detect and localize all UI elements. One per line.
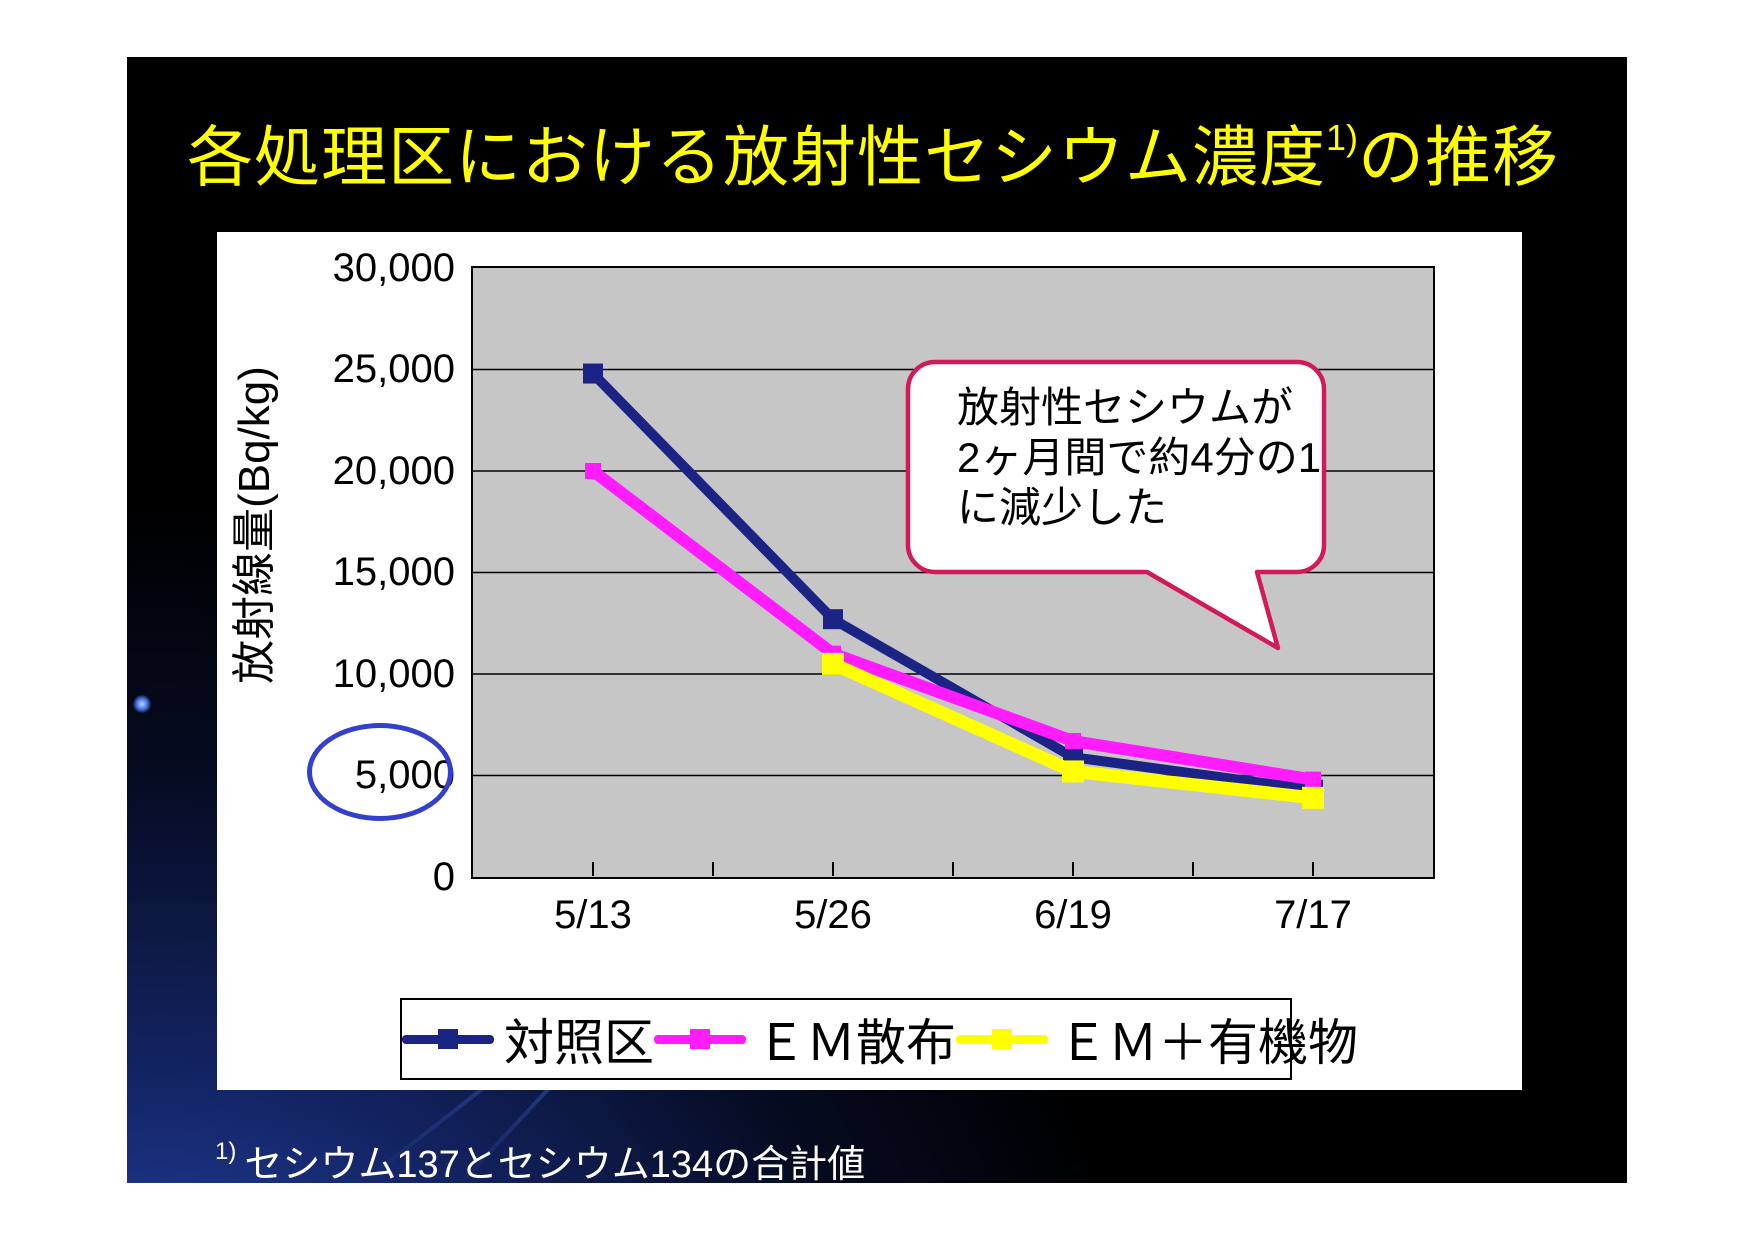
callout-text-line: 放射性セシウムが (957, 384, 1294, 431)
slide-title: 各処理区における放射性セシウム濃度1)の推移 (187, 95, 1587, 200)
x-tick-label: 6/19 (1034, 893, 1112, 937)
legend-label: ＥＭ散布 (756, 1015, 956, 1071)
decorative-blue-dot (133, 695, 151, 713)
callout-text-line: に減少した (957, 484, 1168, 531)
legend-square-marker (992, 1029, 1012, 1049)
series-marker-1 (585, 463, 601, 479)
ellipse-annotation (307, 723, 453, 821)
series-marker-2 (1062, 760, 1084, 783)
legend-label: 対照区 (504, 1015, 654, 1071)
legend-square-marker (438, 1029, 458, 1049)
series-marker-2 (822, 652, 844, 675)
legend-item: ＥＭ散布 (654, 1003, 956, 1075)
series-marker-0 (823, 609, 843, 630)
title-superscript: 1) (1326, 117, 1359, 158)
chart-plot-area (473, 363, 1433, 876)
series-marker-1 (1305, 771, 1321, 788)
x-tick-label: 5/13 (554, 893, 632, 937)
series-marker-0 (583, 363, 603, 384)
series-line-1 (589, 466, 1314, 786)
y-tick-label: 0 (432, 855, 455, 899)
y-tick-label: 20,000 (332, 449, 455, 493)
series-marker-2 (1302, 786, 1324, 809)
slide-title-text: 各処理区における放射性セシウム濃度 (187, 120, 1326, 194)
chart-panel: 放射線量(Bq/kg) 30,000 25,000 20,000 15,000 … (217, 232, 1522, 1090)
x-tick-label: 5/26 (794, 893, 872, 937)
callout-text: 放射性セシウムが 2ヶ月間で約4分の1 に減少した (957, 383, 1322, 533)
callout-bubble: 放射性セシウムが 2ヶ月間で約4分の1 に減少した (905, 359, 1345, 664)
x-tick-label: 7/17 (1274, 893, 1352, 937)
legend-item: 対照区 (402, 1003, 654, 1075)
series-line-0 (589, 370, 1314, 795)
y-tick-label: 25,000 (332, 347, 455, 391)
callout-text-line: 2ヶ月間で約4分の1 (957, 434, 1322, 481)
legend-line-marker-swatch (654, 1026, 746, 1052)
footnote-superscript: 1) (215, 1138, 237, 1165)
slide-background: 各処理区における放射性セシウム濃度1)の推移 放射線量(Bq/kg) 30,00… (127, 57, 1627, 1183)
series-marker-1 (1065, 732, 1081, 749)
legend-line-marker-swatch (956, 1026, 1048, 1052)
legend-square-marker (690, 1029, 710, 1049)
footnote: 1) セシウム137とセシウム134の合計値 (215, 1129, 865, 1183)
y-axis-title: 放射線量(Bq/kg) (230, 366, 279, 684)
legend-label: ＥＭ＋有機物 (1058, 1015, 1358, 1071)
slide-title-suffix: の推移 (1358, 120, 1560, 194)
y-tick-label: 10,000 (332, 652, 455, 696)
legend-item: ＥＭ＋有機物 (956, 1003, 1358, 1075)
y-tick-label: 30,000 (332, 246, 455, 290)
y-tick-label: 15,000 (332, 550, 455, 594)
speech-bubble-shape (905, 359, 1327, 651)
footnote-text: セシウム137とセシウム134の合計値 (244, 1144, 866, 1183)
legend-line-marker-swatch (402, 1026, 494, 1052)
chart-legend: 対照区 ＥＭ散布 ＥＭ＋有機物 (400, 998, 1358, 1080)
